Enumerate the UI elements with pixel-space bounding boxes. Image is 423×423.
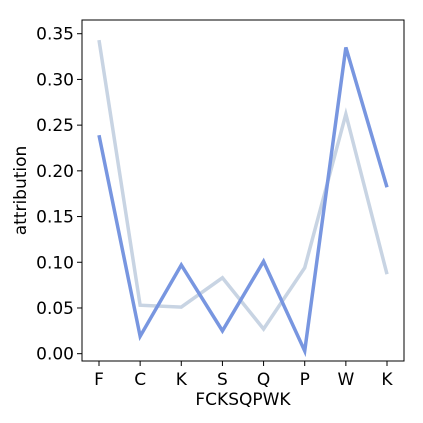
y-tick-label: 0.25	[36, 116, 74, 136]
y-tick-label: 0.35	[36, 25, 74, 45]
y-tick-label: 0.00	[36, 345, 74, 365]
x-tick-label: K	[176, 370, 188, 390]
plot-frame	[81, 19, 405, 362]
y-tick-label: 0.30	[36, 70, 74, 90]
y-tick-label: 0.10	[36, 253, 74, 273]
x-tick-label: K	[381, 370, 393, 390]
x-tick-label: W	[337, 370, 354, 390]
x-tick-label: F	[94, 370, 104, 390]
x-tick-label: S	[217, 370, 228, 390]
y-axis-label: attribution	[11, 146, 31, 236]
x-tick-label: P	[300, 370, 310, 390]
series-line-1	[97, 39, 389, 332]
x-axis-label: FCKSQPWK	[195, 390, 291, 410]
series-layer	[97, 39, 389, 358]
y-tick-label: 0.05	[36, 299, 74, 319]
x-tick-label: C	[134, 370, 146, 390]
y-tick-label: 0.20	[36, 162, 74, 182]
y-axis: 0.00 0.05 0.10 0.15 0.20 0.25 0.30 0.35	[36, 25, 82, 365]
x-tick-label: Q	[257, 370, 270, 390]
series-line-2	[97, 46, 389, 358]
y-tick-label: 0.15	[36, 208, 74, 228]
